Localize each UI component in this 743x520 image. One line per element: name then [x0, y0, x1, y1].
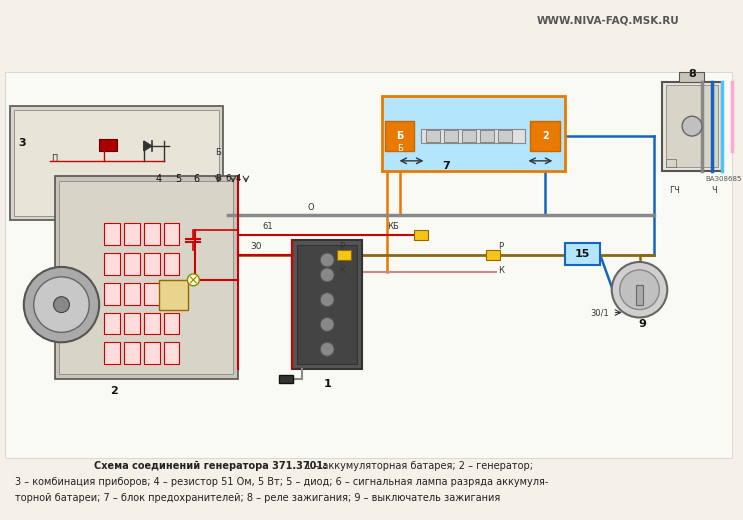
Circle shape — [320, 253, 334, 267]
Bar — [462, 130, 476, 142]
Circle shape — [33, 277, 89, 332]
Text: 30: 30 — [250, 242, 262, 251]
Bar — [531, 121, 560, 151]
Text: 15: 15 — [574, 249, 590, 259]
Bar — [143, 253, 160, 275]
Bar — [415, 230, 428, 240]
Circle shape — [320, 318, 334, 331]
Text: 1: 1 — [323, 379, 331, 389]
Bar — [104, 253, 120, 275]
Bar — [163, 342, 180, 364]
Bar — [99, 139, 117, 151]
Text: 30/1: 30/1 — [591, 308, 609, 317]
Bar — [279, 375, 293, 383]
Text: 1 – аккумуляторная батарея; 2 – генератор;: 1 – аккумуляторная батарея; 2 – генерато… — [302, 461, 533, 471]
Bar — [124, 253, 140, 275]
Text: 3 – комбинация приборов; 4 – резистор 51 Ом, 5 Вт; 5 – диод; 6 – сигнальная ламп: 3 – комбинация приборов; 4 – резистор 51… — [15, 477, 548, 487]
Bar — [163, 223, 180, 245]
Bar — [143, 223, 160, 245]
Text: КБ: КБ — [386, 222, 398, 231]
Bar — [104, 283, 120, 305]
Circle shape — [24, 267, 99, 342]
Text: 2: 2 — [110, 386, 118, 396]
Text: 61: 61 — [263, 222, 273, 231]
Text: Р: Р — [340, 242, 345, 251]
Text: Ч: Ч — [711, 186, 717, 195]
Text: ГЧ: ГЧ — [669, 186, 680, 195]
Bar — [59, 180, 233, 374]
Bar — [124, 223, 140, 245]
Bar — [486, 250, 500, 260]
Bar — [159, 280, 189, 309]
Bar — [143, 283, 160, 305]
Text: 3: 3 — [18, 138, 25, 148]
Bar — [385, 121, 415, 151]
Text: 6: 6 — [193, 174, 199, 184]
Bar — [565, 243, 600, 265]
Bar — [104, 313, 120, 334]
Bar — [14, 110, 219, 216]
Bar — [679, 72, 704, 82]
Circle shape — [320, 268, 334, 282]
Bar — [104, 223, 120, 245]
Bar — [163, 313, 180, 334]
Bar — [662, 82, 721, 171]
Text: WWW.NIVA-FAQ.MSK.RU: WWW.NIVA-FAQ.MSK.RU — [536, 15, 679, 25]
Bar — [480, 130, 494, 142]
Text: О: О — [308, 203, 314, 212]
Bar — [124, 283, 140, 305]
Bar — [124, 342, 140, 364]
Circle shape — [620, 270, 659, 309]
Bar — [421, 129, 525, 143]
Text: Б: Б — [397, 145, 403, 153]
Bar — [10, 106, 223, 220]
Text: 4: 4 — [236, 174, 241, 183]
Text: 4: 4 — [155, 174, 162, 184]
Bar — [666, 85, 718, 167]
Bar — [143, 342, 160, 364]
Bar — [635, 285, 643, 305]
Text: торной батареи; 7 – блок предохранителей; 8 – реле зажигания; 9 – выключатель за: торной батареи; 7 – блок предохранителей… — [15, 493, 500, 503]
Circle shape — [187, 274, 199, 286]
Bar — [297, 245, 357, 364]
Text: 5: 5 — [175, 174, 181, 184]
Circle shape — [320, 293, 334, 307]
Bar — [382, 96, 565, 171]
Circle shape — [611, 262, 667, 318]
Bar — [666, 159, 676, 167]
Text: 8: 8 — [688, 69, 696, 79]
Bar — [293, 240, 362, 369]
Bar — [54, 176, 238, 379]
Bar — [5, 72, 732, 458]
Circle shape — [320, 342, 334, 356]
Text: ВАЗ08685: ВАЗ08685 — [706, 176, 742, 181]
Text: 7: 7 — [442, 161, 450, 171]
Text: К: К — [498, 266, 504, 275]
Text: Б: Б — [396, 131, 403, 141]
Bar — [337, 250, 351, 260]
Bar — [104, 342, 120, 364]
Text: 2: 2 — [542, 131, 548, 141]
Text: К: К — [339, 266, 345, 275]
Bar — [143, 313, 160, 334]
Text: 6: 6 — [225, 174, 231, 183]
Text: Схема соединений генератора 371.3701:: Схема соединений генератора 371.3701: — [94, 461, 328, 471]
Bar — [426, 130, 440, 142]
Bar — [163, 283, 180, 305]
Text: П: П — [51, 154, 58, 163]
Text: Б: Б — [215, 174, 221, 183]
Bar — [163, 253, 180, 275]
Text: Р: Р — [498, 242, 503, 251]
Bar — [444, 130, 458, 142]
Text: 9: 9 — [638, 319, 646, 330]
Circle shape — [53, 297, 69, 313]
Circle shape — [682, 116, 702, 136]
Text: Б: Б — [215, 148, 221, 158]
Bar — [498, 130, 512, 142]
Bar — [124, 313, 140, 334]
Polygon shape — [143, 141, 152, 151]
